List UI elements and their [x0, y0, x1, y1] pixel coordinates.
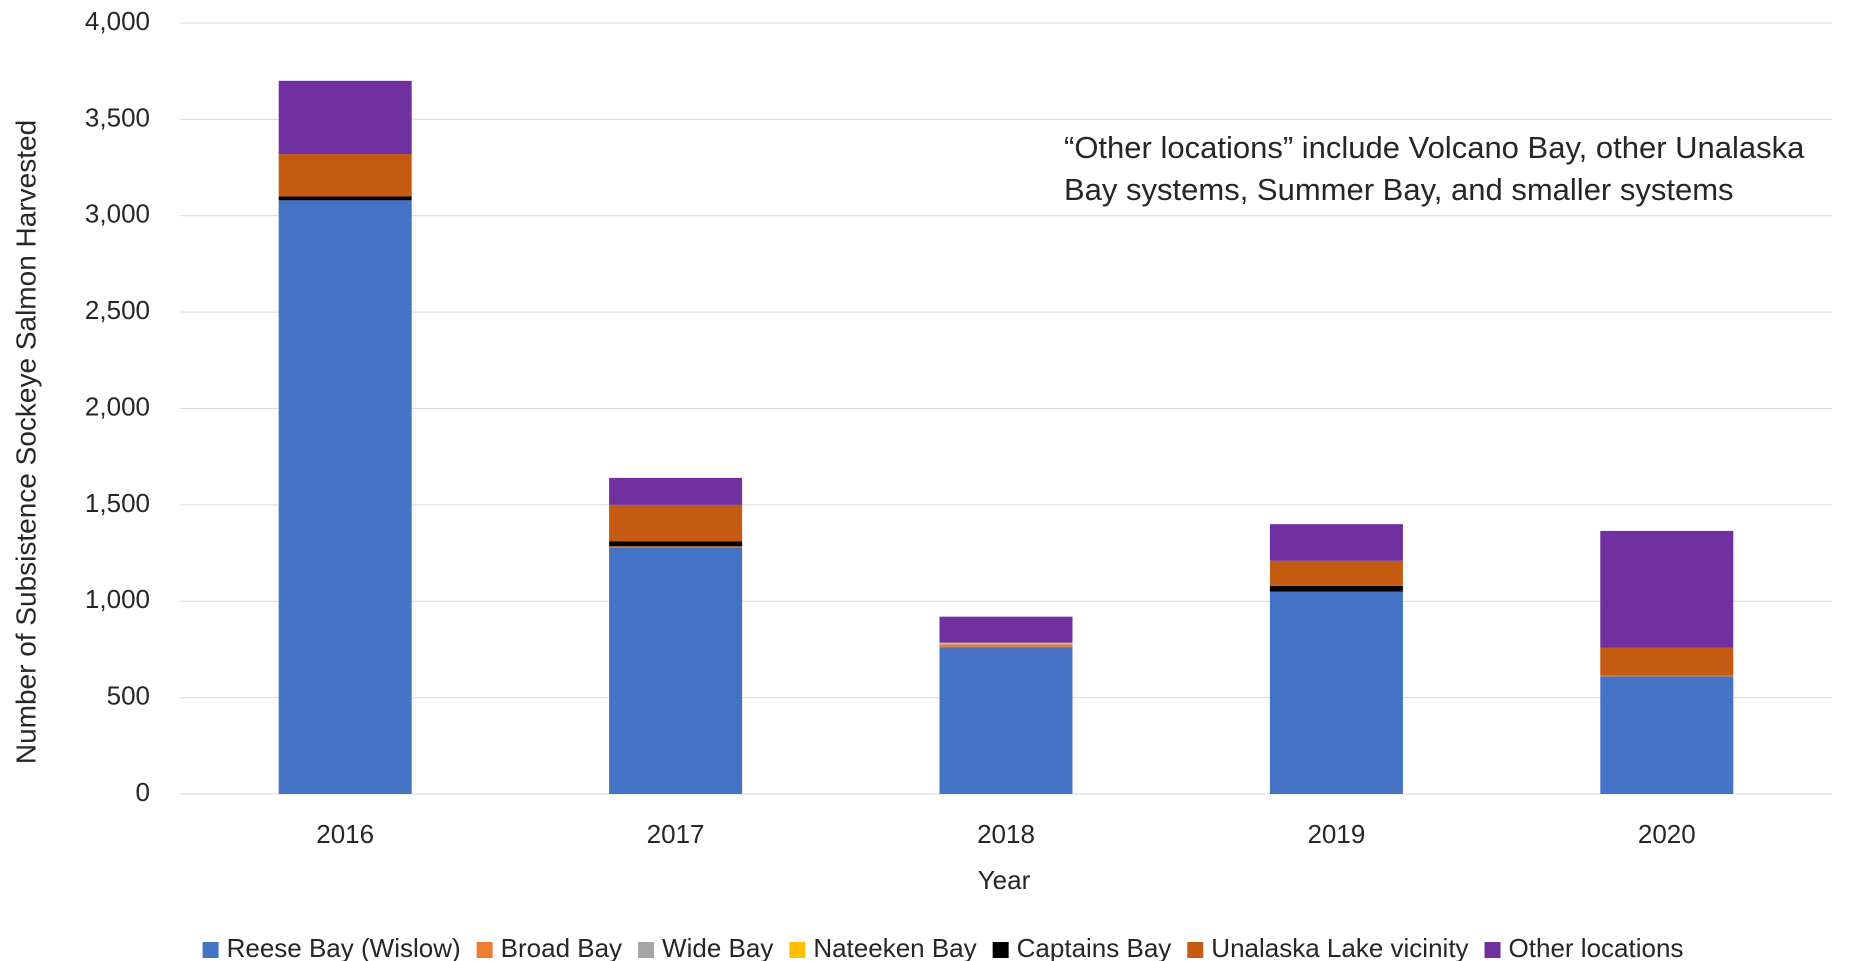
- x-tick-label: 2016: [316, 819, 374, 849]
- y-tick-label: 0: [136, 777, 150, 807]
- bar-segment: [1600, 530, 1734, 648]
- legend-label: Wide Bay: [662, 933, 773, 961]
- y-axis-label: Number of Subsistence Sockeye Salmon Har…: [10, 120, 41, 764]
- bar-segment: [609, 504, 743, 542]
- bar-segment: [278, 80, 412, 155]
- bar-segment: [278, 154, 412, 197]
- legend-swatch: [202, 942, 219, 958]
- legend: Reese Bay (Wislow) Broad Bay Wide Bay Natee…: [202, 933, 1684, 961]
- y-tick-label: 2,500: [85, 295, 150, 325]
- legend-swatch: [638, 942, 655, 958]
- bar-segment: [1269, 560, 1403, 586]
- y-tick-label: 3,500: [85, 102, 150, 132]
- x-tick-label: 2020: [1638, 819, 1696, 849]
- bar-segment: [1269, 524, 1403, 561]
- bar-segment: [1600, 676, 1734, 794]
- bar-segment: [1269, 585, 1403, 592]
- y-tick-label: 1,000: [85, 584, 150, 614]
- y-tick-label: 3,000: [85, 199, 150, 229]
- legend-swatch: [1484, 942, 1501, 958]
- legend-label: Broad Bay: [501, 933, 622, 961]
- bar-segment: [278, 200, 412, 794]
- x-tick-label: 2019: [1307, 819, 1365, 849]
- bar-segment: [939, 616, 1073, 643]
- x-axis-label: Year: [978, 865, 1031, 895]
- y-tick-label: 4,000: [85, 6, 150, 36]
- legend-label: Captains Bay: [1017, 933, 1172, 961]
- x-tick-label: 2018: [977, 819, 1035, 849]
- legend-label: Other locations: [1509, 933, 1684, 961]
- legend-swatch: [992, 942, 1009, 958]
- bar-segment: [609, 546, 743, 548]
- annotation: “Other locations” include Volcano Bay, o…: [1064, 130, 1805, 165]
- x-tick-label: 2017: [647, 819, 705, 849]
- legend-swatch: [1187, 942, 1204, 958]
- legend-swatch: [789, 942, 806, 958]
- legend-swatch: [476, 942, 493, 958]
- legend-label: Nateeken Bay: [813, 933, 976, 961]
- y-tick-label: 500: [107, 681, 150, 711]
- bar-segment: [609, 541, 743, 547]
- bar-segment: [939, 644, 1073, 648]
- bar-segment: [1600, 675, 1734, 677]
- bar-segment: [939, 643, 1073, 645]
- bar-segment: [609, 477, 743, 505]
- legend-label: Unalaska Lake vicinity: [1211, 933, 1468, 961]
- y-tick-label: 1,500: [85, 488, 150, 518]
- bar-segment: [1600, 647, 1734, 676]
- legend-label: Reese Bay (Wislow): [227, 933, 461, 961]
- bar-segment: [609, 547, 743, 794]
- y-tick-label: 2,000: [85, 391, 150, 421]
- annotation: Bay systems, Summer Bay, and smaller sys…: [1064, 172, 1734, 207]
- bar-segment: [939, 642, 1073, 644]
- bar-segment: [1269, 591, 1403, 794]
- bar-segment: [278, 196, 412, 201]
- bar-segment: [939, 647, 1073, 794]
